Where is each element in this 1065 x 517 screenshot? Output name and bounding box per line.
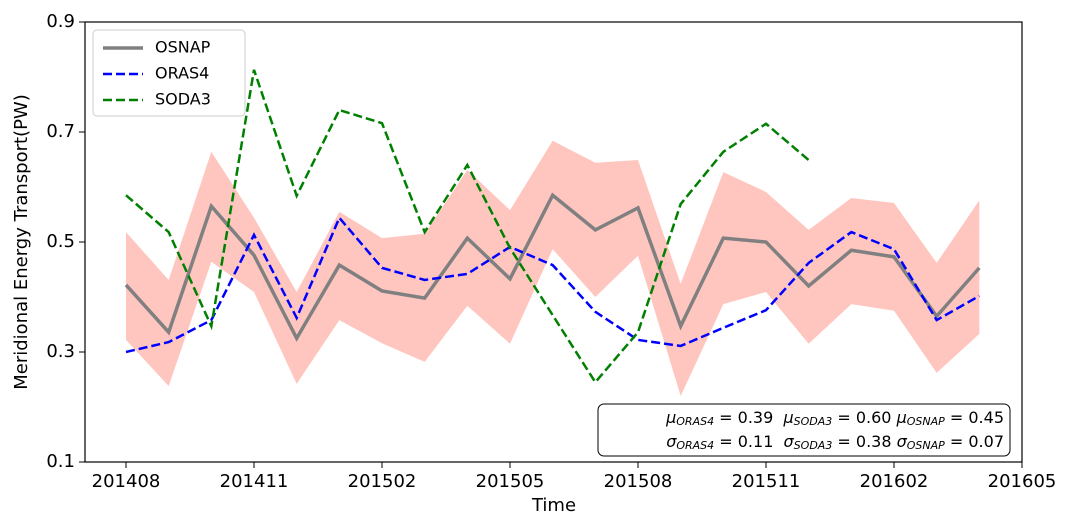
stat-subscript: ORAS4 — [676, 415, 714, 428]
stat-text: = 0.45 — [945, 408, 1004, 427]
stat-text: = 0.38 — [832, 432, 896, 451]
x-tick-label: 201411 — [220, 471, 289, 492]
stat-symbol: σ — [897, 432, 908, 451]
legend-label: OSNAP — [155, 38, 211, 57]
x-tick-label: 201502 — [348, 471, 417, 492]
x-tick-label: 201408 — [92, 471, 161, 492]
y-tick-label: 0.3 — [46, 341, 75, 362]
stat-text: = 0.07 — [945, 432, 1004, 451]
stat-symbol: μ — [782, 408, 793, 427]
x-tick-label: 201602 — [860, 471, 929, 492]
x-tick-label: 201511 — [732, 471, 801, 492]
y-axis-label: Meridional Energy Transport(PW) — [11, 94, 32, 390]
stat-symbol: μ — [665, 408, 676, 427]
stat-subscript: OSNAP — [907, 415, 945, 428]
plot-frame — [84, 21, 1023, 463]
series-line — [125, 69, 810, 385]
stat-subscript: SODA3 — [794, 415, 833, 428]
annotation-box — [597, 403, 1011, 457]
annotation-line: σORAS4 = 0.11 σSODA3 = 0.38 σOSNAP = 0.0… — [666, 432, 1004, 453]
stat-text: = 0.60 — [832, 408, 896, 427]
stat-symbol: σ — [666, 432, 677, 451]
x-tick-label: 201508 — [604, 471, 673, 492]
series-line — [125, 215, 980, 354]
stat-text: = 0.39 — [714, 408, 783, 427]
series-line — [124, 192, 981, 342]
annotation-line: μORAS4 = 0.39 μSODA3 = 0.60 μOSNAP = 0.4… — [665, 408, 1004, 429]
stat-subscript: SODA3 — [794, 439, 833, 452]
x-axis-label: Time — [531, 495, 576, 516]
stat-subscript: ORAS4 — [676, 439, 714, 452]
stat-symbol: σ — [784, 432, 795, 451]
x-tick-label: 201605 — [988, 471, 1057, 492]
std-band — [126, 140, 980, 396]
stat-symbol: μ — [896, 408, 907, 427]
x-tick-label: 201505 — [476, 471, 545, 492]
y-tick-label: 0.1 — [46, 451, 75, 472]
stat-text: = 0.11 — [714, 432, 783, 451]
y-tick-label: 0.5 — [46, 231, 75, 252]
legend-label: ORAS4 — [155, 64, 209, 83]
y-tick-label: 0.9 — [46, 11, 75, 32]
y-tick-label: 0.7 — [46, 121, 75, 142]
legend-label: SODA3 — [155, 90, 211, 109]
legend-box — [92, 29, 246, 117]
stat-subscript: OSNAP — [907, 439, 945, 452]
